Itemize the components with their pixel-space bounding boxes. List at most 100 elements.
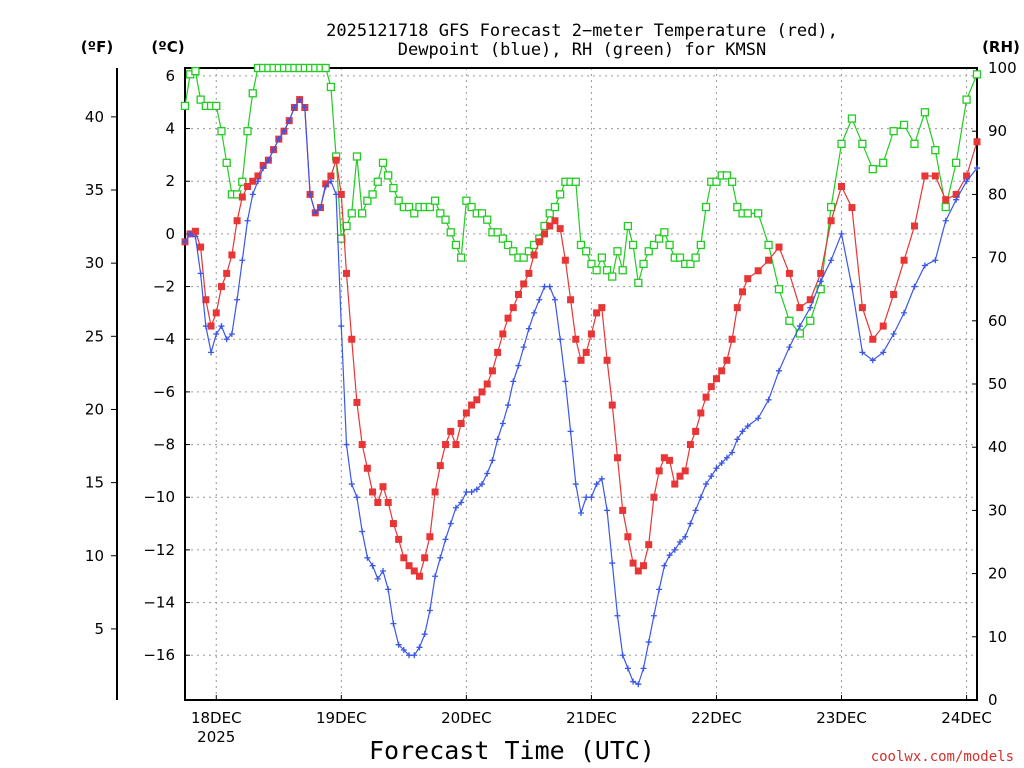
rh-point — [592, 266, 601, 275]
rh-point — [582, 247, 591, 256]
dewpoint-point — [385, 586, 392, 593]
rh-point — [675, 253, 685, 262]
rh-point — [644, 247, 653, 256]
fahrenheit-tick-label: 5 — [94, 620, 104, 638]
fahrenheit-tick-label: 30 — [85, 254, 104, 272]
rh-point — [774, 285, 784, 294]
fahrenheit-tick-label: 20 — [85, 400, 104, 418]
temperature-point — [509, 304, 517, 312]
rh-point — [384, 171, 393, 180]
rh-point — [665, 240, 674, 250]
rh-point — [363, 196, 372, 205]
temperature-point — [197, 243, 205, 251]
dewpoint-point — [713, 465, 720, 472]
rh-point — [373, 177, 382, 186]
x-tick-label: 24DEC — [941, 709, 992, 727]
dewpoint-point — [609, 560, 616, 567]
dewpoint-point — [520, 344, 527, 351]
temperature-point — [785, 269, 793, 277]
dewpoint-point — [614, 612, 621, 619]
temperature-point — [535, 238, 543, 246]
rh-tick-label: 60 — [988, 312, 1007, 330]
rh-point — [467, 202, 476, 212]
temperature-point — [504, 314, 512, 322]
temperature-point — [775, 243, 783, 251]
dewpoint-point — [572, 481, 579, 488]
temperature-point — [806, 296, 814, 304]
rh-tick-label: 0 — [988, 691, 998, 709]
temperature-point — [603, 356, 611, 364]
x-axis-title: Forecast Time (UTC) — [369, 736, 655, 765]
dewpoint-point — [374, 575, 381, 582]
dewpoint-point — [869, 357, 876, 364]
dewpoint-point — [682, 533, 689, 540]
dewpoint-point — [765, 396, 772, 403]
rh-point — [608, 272, 617, 281]
temperature-point — [520, 280, 528, 288]
dewpoint-point — [479, 481, 485, 488]
temperature-point — [587, 330, 595, 338]
temperature-point — [900, 256, 908, 264]
temperature-point — [744, 275, 752, 283]
celsius-tick-label: −6 — [153, 383, 175, 401]
dewpoint-point — [921, 262, 928, 269]
dewpoint-point — [650, 612, 657, 619]
dewpoint-point — [197, 270, 204, 277]
rh-point — [436, 209, 445, 218]
celsius-tick-label: 0 — [165, 225, 175, 243]
temperature-point — [541, 230, 549, 238]
temperature-point — [436, 462, 444, 470]
temperature-point — [488, 367, 496, 375]
rh-point — [321, 63, 330, 73]
dewpoint-point — [619, 652, 626, 659]
dewpoint-point — [525, 325, 532, 332]
dewpoint-point — [942, 217, 949, 224]
dewpoint-point — [426, 607, 433, 614]
temperature-point — [910, 222, 918, 230]
temperature-point — [389, 520, 397, 528]
dewpoint-point — [333, 191, 340, 198]
temperature-point — [838, 183, 846, 190]
rh-point — [696, 240, 705, 250]
dewpoint-point — [364, 554, 371, 561]
dewpoint-point — [353, 494, 360, 501]
rh-point — [191, 67, 200, 76]
rh-point — [722, 171, 732, 180]
rh-point — [180, 101, 190, 111]
celsius-tick-label: −14 — [143, 594, 175, 612]
dewpoint-point — [796, 323, 803, 330]
temperature-point — [514, 290, 522, 298]
temperature-point — [379, 483, 387, 491]
temperature-point — [942, 196, 950, 204]
dewpoint-point — [692, 507, 699, 514]
dewpoint-point — [260, 165, 267, 172]
dewpoint-point — [718, 460, 725, 466]
temperature-point — [254, 172, 262, 180]
dewpoint-point — [588, 494, 595, 501]
dewpoint-point — [729, 449, 736, 456]
rh-point — [347, 209, 356, 218]
rh-point — [858, 139, 867, 148]
temperature-point — [337, 190, 345, 198]
rh-point — [941, 202, 950, 212]
rh-tick-label: 40 — [988, 438, 1007, 456]
rh-point — [623, 221, 633, 231]
dewpoint-point — [656, 586, 663, 593]
temperature-point — [551, 217, 559, 225]
rh-point — [483, 215, 492, 224]
rh-tick-label: 70 — [988, 249, 1007, 267]
dewpoint-point — [974, 165, 980, 172]
temperature-point — [473, 396, 481, 404]
dewpoint-point — [687, 520, 694, 527]
temperature-point — [660, 454, 668, 462]
temperature-point — [228, 251, 236, 259]
temperature-point — [363, 464, 371, 472]
dewpoint-point — [296, 96, 303, 103]
dewpoint-point — [291, 104, 298, 111]
rh-point — [754, 209, 763, 218]
temperature-point — [593, 309, 601, 317]
dewpoint-point — [390, 620, 397, 627]
temperature-point — [676, 472, 684, 480]
celsius-tick-label: 6 — [165, 67, 175, 85]
rh-point — [243, 127, 252, 136]
